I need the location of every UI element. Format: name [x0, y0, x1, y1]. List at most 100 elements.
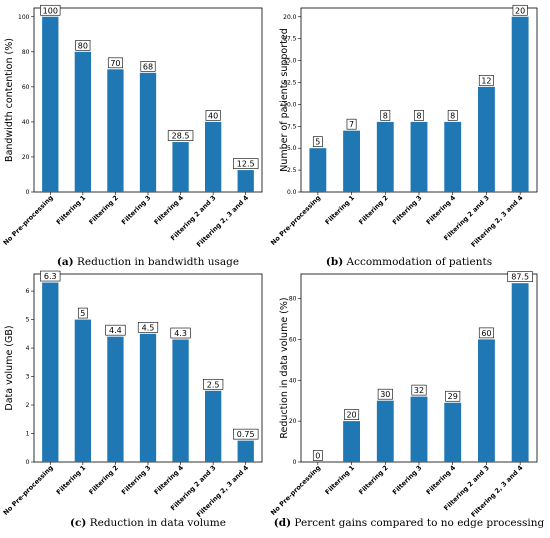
data-label: 8 — [416, 111, 421, 120]
data-label: 32 — [414, 386, 424, 395]
y-tick-label: 20 — [22, 154, 30, 161]
y-tick-label: 5.0 — [287, 145, 297, 152]
data-label-box — [445, 390, 461, 402]
data-label: 30 — [380, 390, 390, 399]
y-tick-label: 3 — [26, 374, 30, 381]
caption-letter: (a) — [57, 256, 74, 268]
data-label-box — [107, 57, 123, 69]
data-label-box — [447, 110, 458, 121]
data-label: 12 — [481, 76, 491, 85]
bar — [205, 390, 222, 462]
caption-letter: (b) — [326, 256, 343, 268]
x-tick-label: Filtering 2 — [357, 194, 389, 226]
y-axis-label: Bandwidth contention (%) — [4, 38, 15, 162]
bar — [42, 16, 59, 193]
data-label: 70 — [110, 59, 120, 68]
y-tick-label: 2.5 — [287, 167, 297, 174]
data-label-box — [140, 61, 156, 72]
data-label-box — [77, 307, 88, 319]
y-tick-label: 20.0 — [283, 14, 297, 21]
chart-panel-b: 0.0 2.5 5.0 7.5 10.0 12.5 15.0 17.5 20.0 Number o… — [269, 4, 538, 268]
data-label: 100 — [43, 6, 58, 15]
chart-panel-c: 0 1 2 3 4 5 6 Data volume (GB) No Pre-processing… — [2, 270, 263, 529]
bar — [205, 121, 222, 192]
bar — [511, 283, 529, 462]
y-axis-label: Number of patients supported — [279, 28, 290, 171]
data-label: 5 — [80, 309, 85, 318]
bar — [237, 440, 254, 462]
data-label: 20 — [515, 6, 525, 15]
y-axis-label: Reduction in data volume (%) — [279, 297, 290, 438]
data-label-box — [40, 270, 61, 282]
bar — [343, 130, 360, 192]
y-tick-label: 40 — [22, 119, 30, 126]
y-tick-label: 0 — [26, 189, 30, 196]
x-tick-label: Filtering 4 — [425, 193, 458, 226]
data-label-box — [414, 110, 424, 121]
panel-caption: (a) Reduction in bandwidth usage — [57, 256, 239, 268]
x-tick-label: Filtering 3 — [120, 194, 152, 226]
data-label: 2.5 — [207, 380, 220, 389]
x-tick-label: Filtering 3 — [120, 464, 152, 496]
x-tick-label: No Pre-processing — [269, 194, 322, 247]
data-label-box — [137, 322, 159, 333]
caption-text: Accommodation of patients — [343, 256, 492, 268]
panel-caption: (d) Percent gains compared to no edge pr… — [274, 517, 545, 529]
x-tick-label: Filtering 1 — [324, 193, 357, 226]
y-axis-label: Data volume (GB) — [4, 325, 15, 410]
bar — [478, 339, 495, 462]
data-label: 20 — [346, 411, 356, 420]
data-label-box — [478, 327, 494, 339]
data-label: 68 — [143, 62, 153, 71]
data-label-box — [377, 388, 393, 400]
y-tick-label: 15.0 — [283, 58, 297, 65]
x-tick-label: Filtering 4 — [425, 463, 458, 496]
data-label-box — [380, 110, 391, 121]
bar — [444, 121, 462, 192]
bar — [237, 170, 254, 192]
data-label-box — [167, 130, 194, 141]
bar — [74, 51, 91, 192]
data-label: 12.5 — [237, 160, 255, 169]
data-label: 28.5 — [172, 132, 190, 141]
x-tick-label: Filtering 2 — [87, 464, 119, 496]
x-tick-label: No Pre-processing — [2, 194, 55, 247]
y-tick-label: 60 — [289, 336, 297, 343]
caption-text: Reduction in data volume — [86, 517, 226, 529]
y-tick-label: 7.5 — [287, 123, 297, 130]
data-label: 29 — [448, 392, 458, 401]
y-tick-label: 0.0 — [287, 189, 297, 196]
bar — [511, 16, 529, 193]
x-tick-label: No Pre-processing — [269, 464, 322, 517]
x-tick-label: Filtering 4 — [153, 463, 186, 496]
caption-letter: (c) — [70, 517, 86, 529]
x-tick-label: Filtering 1 — [55, 193, 88, 226]
bar — [42, 282, 59, 462]
caption-text: Percent gains compared to no edge proces… — [291, 517, 544, 529]
x-tick-label: Filtering 2 — [87, 194, 119, 226]
y-tick-label: 4 — [26, 345, 30, 352]
y-tick-label: 0 — [26, 459, 30, 466]
data-label: 4.5 — [142, 323, 155, 332]
y-tick-label: 17.5 — [283, 36, 297, 43]
data-label: 6.3 — [44, 272, 57, 281]
data-label-box — [233, 428, 259, 440]
data-label: 7 — [349, 120, 354, 129]
data-label: 40 — [208, 111, 218, 120]
y-tick-label: 2 — [26, 402, 30, 409]
data-label-box — [233, 158, 259, 169]
y-tick-label: 100 — [18, 14, 30, 21]
panel-caption: (b) Accommodation of patients — [326, 256, 492, 268]
bar — [376, 400, 394, 462]
y-tick-label: 0 — [293, 459, 297, 466]
bar — [139, 333, 157, 462]
data-label: 4.3 — [174, 329, 187, 338]
chart-panel-a: 0 20 40 60 80 100 Bandwidth contention (%) No P… — [2, 4, 263, 268]
x-tick-label: Filtering 4 — [153, 193, 186, 226]
x-tick-label: Filtering 1 — [324, 463, 357, 496]
x-tick-label: Filtering 1 — [55, 463, 88, 496]
bar — [172, 142, 189, 192]
bar — [478, 86, 495, 192]
